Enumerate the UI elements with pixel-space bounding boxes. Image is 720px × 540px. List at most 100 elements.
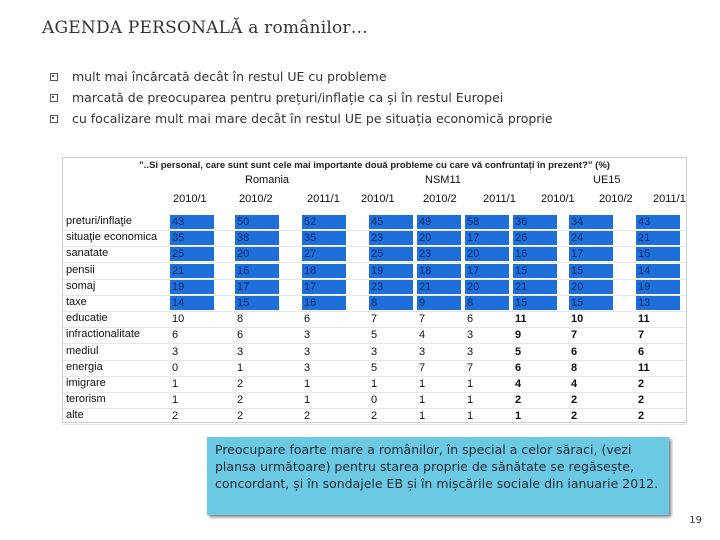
table-cell: 19 xyxy=(170,279,214,294)
table-cell: 11 xyxy=(515,313,527,326)
table-cell: 52 xyxy=(302,215,346,229)
column-header: 2010/1 xyxy=(541,193,575,205)
table-cell: 1 xyxy=(467,378,474,390)
table-cell: 14 xyxy=(636,263,680,278)
table-cell: 1 xyxy=(172,378,179,390)
table-cell: 20 xyxy=(569,279,613,294)
row-label: somaj xyxy=(66,279,96,292)
table-cell: 36 xyxy=(513,215,557,229)
group-header: UE15 xyxy=(593,174,621,186)
row-label: mediul xyxy=(66,344,99,357)
table-cell: 20 xyxy=(235,247,279,262)
row-label: sanatate xyxy=(66,247,109,260)
table-cell: 2 xyxy=(172,410,179,423)
table-cell: 2 xyxy=(371,410,378,423)
column-header: 2011/1 xyxy=(483,193,516,205)
page-number: 19 xyxy=(689,515,702,526)
table-cell: 21 xyxy=(417,279,461,294)
table-cell: 0 xyxy=(172,361,179,374)
row-divider xyxy=(63,230,686,231)
table-cell: 2 xyxy=(237,394,244,407)
table-cell: 3 xyxy=(467,329,474,342)
table-caption: ”..Si personal, care sunt sunt cele mai … xyxy=(139,160,610,171)
table-cell: 17 xyxy=(569,247,613,262)
table-cell: 58 xyxy=(465,215,509,229)
table-cell: 17 xyxy=(235,279,279,294)
table-cell: 35 xyxy=(170,231,214,246)
table-cell: 2 xyxy=(515,394,522,407)
square-bullet-icon xyxy=(50,72,58,81)
table-cell: 2 xyxy=(571,410,578,423)
table-cell: 17 xyxy=(465,231,509,246)
row-label: taxe xyxy=(66,296,87,308)
table-cell: 6 xyxy=(237,329,244,342)
table-cell: 3 xyxy=(304,345,311,358)
table-cell: 1 xyxy=(172,394,179,407)
column-header: 2010/2 xyxy=(423,193,457,205)
table-cell: 21 xyxy=(636,231,680,246)
table-cell: 6 xyxy=(467,313,474,326)
row-divider xyxy=(63,311,686,312)
table-cell: 7 xyxy=(638,329,645,342)
column-header: 2010/1 xyxy=(173,193,207,205)
table-cell: 3 xyxy=(304,361,311,374)
row-label: educatie xyxy=(66,312,108,325)
column-header: 2010/1 xyxy=(361,193,395,205)
table-cell: 25 xyxy=(170,247,214,262)
table-cell: 45 xyxy=(369,215,413,229)
bullet-list: mult mai încărcată decât în restul UE cu… xyxy=(50,66,553,129)
table-cell: 5 xyxy=(371,329,378,342)
table-cell: 7 xyxy=(467,361,474,374)
table-cell: 43 xyxy=(170,215,214,229)
table-cell: 1 xyxy=(237,361,244,374)
table-cell: 1 xyxy=(467,410,474,423)
row-divider xyxy=(63,246,686,248)
table-cell: 1 xyxy=(371,378,378,390)
table-cell: 26 xyxy=(513,231,557,246)
table-cell: 1 xyxy=(304,378,311,390)
bullet-text: mult mai încărcată decât în restul UE cu… xyxy=(72,69,387,84)
note-box: Preocupare foarte mare a românilor, în s… xyxy=(207,437,669,515)
row-divider xyxy=(63,278,686,280)
table-cell: 34 xyxy=(569,215,613,229)
table-cell: 19 xyxy=(636,279,680,294)
table-cell: 24 xyxy=(569,231,613,246)
table-cell: 15 xyxy=(569,263,613,278)
table-cell: 2 xyxy=(571,394,578,407)
table-cell: 15 xyxy=(513,263,557,278)
table-cell: 3 xyxy=(371,345,378,358)
table-cell: 49 xyxy=(417,215,461,229)
column-header: 2010/2 xyxy=(599,193,633,205)
table-cell: 7 xyxy=(571,329,578,342)
table-cell: 4 xyxy=(571,378,578,390)
table-cell: 16 xyxy=(235,263,279,278)
table-cell: 20 xyxy=(417,231,461,246)
table-cell: 8 xyxy=(571,361,578,374)
table-cell: 1 xyxy=(515,410,522,423)
table-cell: 1 xyxy=(419,378,426,390)
table-cell: 7 xyxy=(419,313,426,326)
table-cell: 15 xyxy=(513,296,557,310)
square-bullet-icon xyxy=(50,114,58,123)
row-divider xyxy=(63,294,686,296)
table-cell: 6 xyxy=(304,313,311,326)
table-cell: 0 xyxy=(371,394,378,407)
table-cell: 3 xyxy=(304,329,311,342)
table-cell: 8 xyxy=(237,313,244,326)
table-cell: 43 xyxy=(636,215,680,229)
row-divider xyxy=(63,408,686,410)
row-label: preturi/inflaţie xyxy=(66,215,133,227)
table-cell: 18 xyxy=(302,263,346,278)
table-cell: 23 xyxy=(369,231,413,246)
table-cell: 18 xyxy=(417,263,461,278)
table-cell: 21 xyxy=(170,263,214,278)
table-cell: 1 xyxy=(467,394,474,407)
table-cell: 9 xyxy=(515,329,522,342)
table-cell: 27 xyxy=(302,247,346,262)
table-cell: 2 xyxy=(638,394,645,407)
table-cell: 3 xyxy=(237,345,244,358)
table-cell: 3 xyxy=(419,345,426,358)
table-cell: 2 xyxy=(237,410,244,423)
table-cell: 20 xyxy=(465,279,509,294)
group-header: Romania xyxy=(245,174,290,186)
